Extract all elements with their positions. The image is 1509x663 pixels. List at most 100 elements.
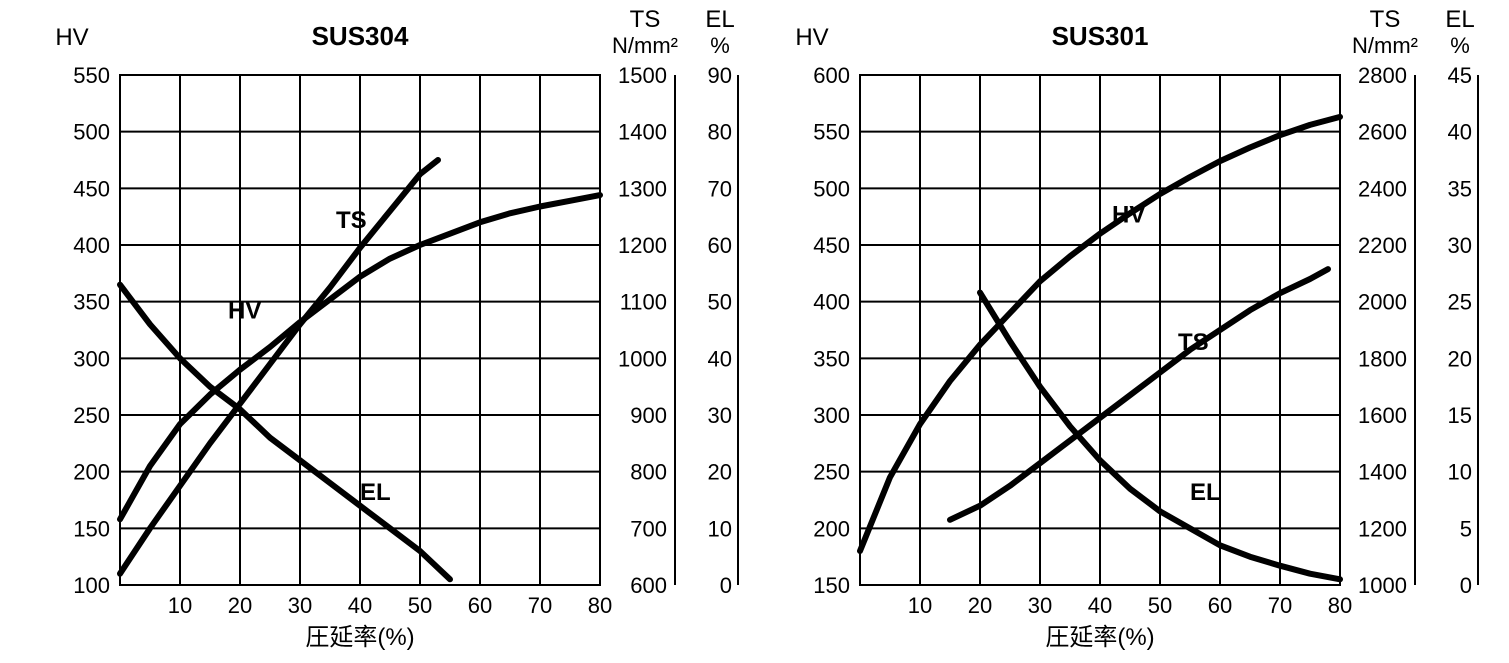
el-tick: 50 bbox=[708, 290, 732, 315]
ts-tick: 1600 bbox=[1358, 403, 1407, 428]
charts-page: 1020304050607080100150200250300350400450… bbox=[0, 0, 1509, 663]
series-label-hv: HV bbox=[1112, 201, 1145, 228]
x-tick: 20 bbox=[228, 593, 252, 618]
el-tick: 5 bbox=[1460, 516, 1472, 541]
hv-tick: 450 bbox=[813, 233, 850, 258]
series-label-ts: TS bbox=[1178, 329, 1209, 356]
hv-tick: 400 bbox=[813, 290, 850, 315]
hv-tick: 350 bbox=[813, 346, 850, 371]
x-tick: 80 bbox=[588, 593, 612, 618]
x-tick: 30 bbox=[288, 593, 312, 618]
hv-tick: 350 bbox=[73, 290, 110, 315]
el-tick: 40 bbox=[1448, 120, 1472, 145]
x-tick: 40 bbox=[1088, 593, 1112, 618]
ts-tick: 2400 bbox=[1358, 176, 1407, 201]
ts-tick: 2800 bbox=[1358, 63, 1407, 88]
axis-head-hv: HV bbox=[55, 24, 88, 51]
hv-tick: 450 bbox=[73, 176, 110, 201]
x-tick: 70 bbox=[1268, 593, 1292, 618]
ts-tick: 1200 bbox=[618, 233, 667, 258]
ts-tick: 800 bbox=[630, 460, 667, 485]
x-axis-label: 圧延率(%) bbox=[305, 624, 414, 651]
axis-unit-ts: N/mm² bbox=[612, 33, 678, 58]
ts-tick: 600 bbox=[630, 573, 667, 598]
axis-unit-ts: N/mm² bbox=[1352, 33, 1418, 58]
x-tick: 10 bbox=[168, 593, 192, 618]
ts-tick: 1400 bbox=[618, 120, 667, 145]
x-tick: 50 bbox=[408, 593, 432, 618]
el-tick: 10 bbox=[708, 516, 732, 541]
x-tick: 30 bbox=[1028, 593, 1052, 618]
hv-tick: 200 bbox=[73, 460, 110, 485]
el-tick: 20 bbox=[1448, 346, 1472, 371]
chart-sus301: 1020304050607080150200250300350400450500… bbox=[760, 0, 1500, 663]
ts-tick: 1500 bbox=[618, 63, 667, 88]
ts-tick: 1100 bbox=[620, 290, 667, 315]
el-tick: 35 bbox=[1448, 176, 1472, 201]
hv-tick: 550 bbox=[73, 63, 110, 88]
x-axis-label: 圧延率(%) bbox=[1045, 624, 1154, 651]
hv-tick: 300 bbox=[813, 403, 850, 428]
series-label-ts: TS bbox=[336, 207, 367, 234]
el-tick: 0 bbox=[1460, 573, 1472, 598]
el-tick: 40 bbox=[708, 346, 732, 371]
ts-tick: 2600 bbox=[1358, 120, 1407, 145]
ts-tick: 1200 bbox=[1358, 516, 1407, 541]
ts-tick: 1800 bbox=[1358, 346, 1407, 371]
el-tick: 25 bbox=[1448, 290, 1472, 315]
el-tick: 45 bbox=[1448, 63, 1472, 88]
axis-head-el: EL bbox=[705, 6, 734, 33]
el-tick: 10 bbox=[1448, 460, 1472, 485]
hv-tick: 250 bbox=[73, 403, 110, 428]
axis-unit-el: % bbox=[710, 33, 730, 58]
el-tick: 20 bbox=[708, 460, 732, 485]
x-tick: 70 bbox=[528, 593, 552, 618]
ts-tick: 700 bbox=[630, 516, 667, 541]
el-tick: 15 bbox=[1448, 403, 1472, 428]
x-tick: 60 bbox=[468, 593, 492, 618]
el-tick: 70 bbox=[708, 176, 732, 201]
el-tick: 80 bbox=[708, 120, 732, 145]
hv-tick: 250 bbox=[813, 460, 850, 485]
hv-tick: 150 bbox=[813, 573, 850, 598]
chart-title: SUS304 bbox=[312, 21, 409, 51]
x-tick: 80 bbox=[1328, 593, 1352, 618]
ts-tick: 1000 bbox=[1358, 573, 1407, 598]
series-label-el: EL bbox=[360, 479, 391, 506]
chart-sus304: 1020304050607080100150200250300350400450… bbox=[20, 0, 760, 663]
hv-tick: 300 bbox=[73, 346, 110, 371]
ts-tick: 1300 bbox=[618, 176, 667, 201]
chart-panel: 1020304050607080100150200250300350400450… bbox=[20, 0, 760, 663]
el-tick: 30 bbox=[708, 403, 732, 428]
ts-tick: 1400 bbox=[1358, 460, 1407, 485]
series-label-hv: HV bbox=[228, 298, 261, 325]
el-tick: 90 bbox=[708, 63, 732, 88]
hv-tick: 500 bbox=[813, 176, 850, 201]
hv-tick: 400 bbox=[73, 233, 110, 258]
hv-tick: 550 bbox=[813, 120, 850, 145]
hv-tick: 100 bbox=[73, 573, 110, 598]
chart-panel: 1020304050607080150200250300350400450500… bbox=[760, 0, 1500, 663]
el-tick: 60 bbox=[708, 233, 732, 258]
ts-tick: 2200 bbox=[1358, 233, 1407, 258]
series-label-el: EL bbox=[1190, 479, 1221, 506]
x-tick: 10 bbox=[908, 593, 932, 618]
axis-head-hv: HV bbox=[795, 24, 828, 51]
x-tick: 40 bbox=[348, 593, 372, 618]
hv-tick: 600 bbox=[813, 63, 850, 88]
ts-tick: 2000 bbox=[1358, 290, 1407, 315]
axis-unit-el: % bbox=[1450, 33, 1470, 58]
hv-tick: 500 bbox=[73, 120, 110, 145]
el-tick: 30 bbox=[1448, 233, 1472, 258]
x-tick: 60 bbox=[1208, 593, 1232, 618]
hv-tick: 150 bbox=[73, 516, 110, 541]
axis-head-ts: TS bbox=[630, 6, 661, 33]
axis-head-ts: TS bbox=[1370, 6, 1401, 33]
hv-tick: 200 bbox=[813, 516, 850, 541]
ts-tick: 1000 bbox=[618, 346, 667, 371]
axis-head-el: EL bbox=[1445, 6, 1474, 33]
ts-tick: 900 bbox=[630, 403, 667, 428]
x-tick: 50 bbox=[1148, 593, 1172, 618]
el-tick: 0 bbox=[720, 573, 732, 598]
x-tick: 20 bbox=[968, 593, 992, 618]
